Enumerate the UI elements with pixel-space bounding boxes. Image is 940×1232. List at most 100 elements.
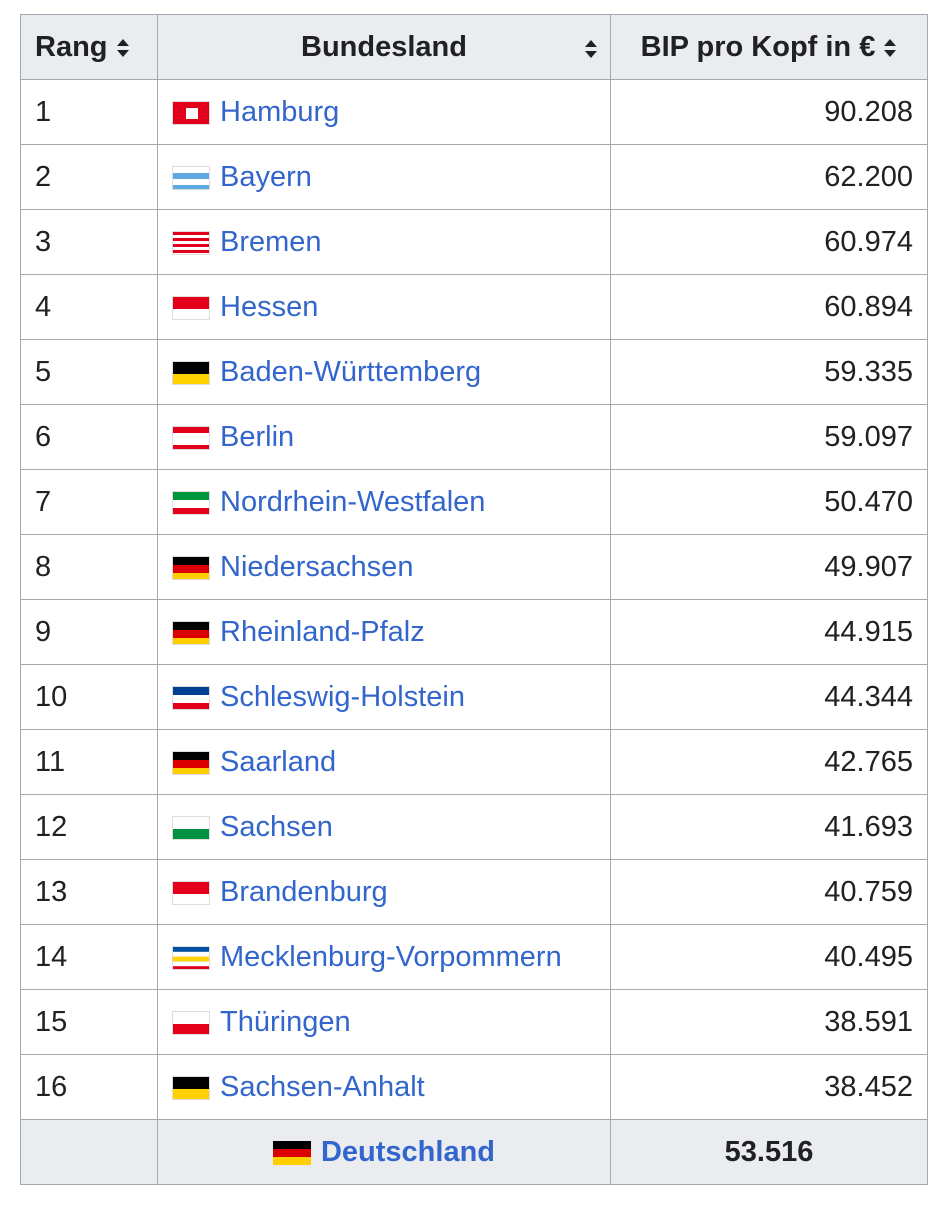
state-cell: Bremen (157, 209, 611, 275)
flag (172, 360, 210, 385)
link[interactable]: Deutschland (320, 1135, 496, 1168)
link[interactable]: Saarland (220, 745, 337, 778)
state-cell: Bayern (157, 144, 611, 210)
link[interactable]: Hessen (220, 290, 319, 323)
cell-text: 16 (35, 1070, 68, 1103)
value-cell: 49.907 (610, 534, 928, 600)
state-cell: Brandenburg (157, 859, 611, 925)
value-cell: 60.974 (610, 209, 928, 275)
table-body: 1 Hamburg 90.208 2 Bayern 62.200 3 Bremen 60.974… (20, 79, 928, 1120)
rank-cell: 12 (20, 794, 158, 860)
value-cell: 40.495 (610, 924, 928, 990)
flag (172, 230, 210, 255)
flag (172, 880, 210, 905)
cell-text: 5 (35, 355, 52, 388)
header-cell[interactable]: Rang (20, 14, 158, 80)
state-cell: Rheinland-Pfalz (157, 599, 611, 665)
cell-text: 2 (35, 160, 52, 193)
flag (172, 100, 210, 125)
rank-cell: 3 (20, 209, 158, 275)
state-cell: Berlin (157, 404, 611, 470)
sort-icon[interactable] (883, 38, 897, 58)
value-cell: 44.344 (610, 664, 928, 730)
cell-text: 41.693 (824, 810, 913, 843)
link[interactable]: Bremen (220, 225, 322, 258)
cell-text: 10 (35, 680, 68, 713)
cell-text: 62.200 (824, 160, 913, 193)
state-cell: Nordrhein-Westfalen (157, 469, 611, 535)
cell-text: 1 (35, 95, 52, 128)
link[interactable]: Schleswig-Holstein (220, 680, 465, 713)
link[interactable]: Berlin (220, 420, 295, 453)
rank-cell: 15 (20, 989, 158, 1055)
table-row: 16 Sachsen-Anhalt 38.452 (20, 1054, 928, 1120)
value-cell: 62.200 (610, 144, 928, 210)
gdp-table: Rang Bundesland BIP pro Kopf in € 1 Hambu… (20, 14, 928, 1185)
table-row: 15 Thüringen 38.591 (20, 989, 928, 1055)
header-text: BIP pro Kopf in € (640, 30, 876, 63)
table-row: 9 Rheinland-Pfalz 44.915 (20, 599, 928, 665)
value-cell: 40.759 (610, 859, 928, 925)
link[interactable]: Nordrhein-Westfalen (220, 485, 486, 518)
table-row: 5 Baden-Württemberg 59.335 (20, 339, 928, 405)
link[interactable]: Niedersachsen (220, 550, 414, 583)
state-cell: Niedersachsen (157, 534, 611, 600)
value-cell: 59.097 (610, 404, 928, 470)
table-row: 14 Mecklenburg-Vorpommern 40.495 (20, 924, 928, 990)
value-cell: 59.335 (610, 339, 928, 405)
link[interactable]: Rheinland-Pfalz (220, 615, 425, 648)
rank-cell: 14 (20, 924, 158, 990)
header-cell[interactable]: BIP pro Kopf in € (610, 14, 928, 80)
cell-text: 44.915 (824, 615, 913, 648)
table-row: 2 Bayern 62.200 (20, 144, 928, 210)
cell-text: 53.516 (724, 1135, 814, 1168)
flag (272, 1140, 311, 1165)
flag (172, 750, 210, 775)
table-row: 11 Saarland 42.765 (20, 729, 928, 795)
value-cell: 90.208 (610, 79, 928, 145)
cell-text: 3 (35, 225, 52, 258)
value-cell: 44.915 (610, 599, 928, 665)
footer-cell: Deutschland (157, 1119, 611, 1185)
state-cell: Hamburg (157, 79, 611, 145)
link[interactable]: Sachsen-Anhalt (220, 1070, 425, 1103)
link[interactable]: Baden-Württemberg (220, 355, 482, 388)
link[interactable]: Sachsen (220, 810, 333, 843)
cell-text: 4 (35, 290, 52, 323)
cell-text: 9 (35, 615, 52, 648)
table-row: 4 Hessen 60.894 (20, 274, 928, 340)
cell-text: 44.344 (824, 680, 913, 713)
table-row: 7 Nordrhein-Westfalen 50.470 (20, 469, 928, 535)
link[interactable]: Thüringen (220, 1005, 351, 1038)
link[interactable]: Bayern (220, 160, 312, 193)
table-row: 8 Niedersachsen 49.907 (20, 534, 928, 600)
state-cell: Saarland (157, 729, 611, 795)
header-cell[interactable]: Bundesland (157, 14, 611, 80)
link[interactable]: Brandenburg (220, 875, 388, 908)
link[interactable]: Mecklenburg-Vorpommern (220, 940, 562, 973)
sort-icon[interactable] (584, 39, 598, 59)
value-cell: 41.693 (610, 794, 928, 860)
rank-cell: 9 (20, 599, 158, 665)
footer-cell (20, 1119, 158, 1185)
rank-cell: 13 (20, 859, 158, 925)
value-cell: 42.765 (610, 729, 928, 795)
rank-cell: 1 (20, 79, 158, 145)
cell-text: 15 (35, 1005, 68, 1038)
table-row: 10 Schleswig-Holstein 44.344 (20, 664, 928, 730)
rank-cell: 2 (20, 144, 158, 210)
flag (172, 1075, 210, 1100)
cell-text: 42.765 (824, 745, 913, 778)
link[interactable]: Hamburg (220, 95, 340, 128)
table-row: 13 Brandenburg 40.759 (20, 859, 928, 925)
cell-text: 7 (35, 485, 52, 518)
flag (172, 490, 210, 515)
flag (172, 1010, 210, 1035)
rank-cell: 5 (20, 339, 158, 405)
state-cell: Baden-Württemberg (157, 339, 611, 405)
rank-cell: 8 (20, 534, 158, 600)
sort-icon[interactable] (116, 38, 130, 58)
state-cell: Schleswig-Holstein (157, 664, 611, 730)
rank-cell: 7 (20, 469, 158, 535)
state-cell: Mecklenburg-Vorpommern (157, 924, 611, 990)
